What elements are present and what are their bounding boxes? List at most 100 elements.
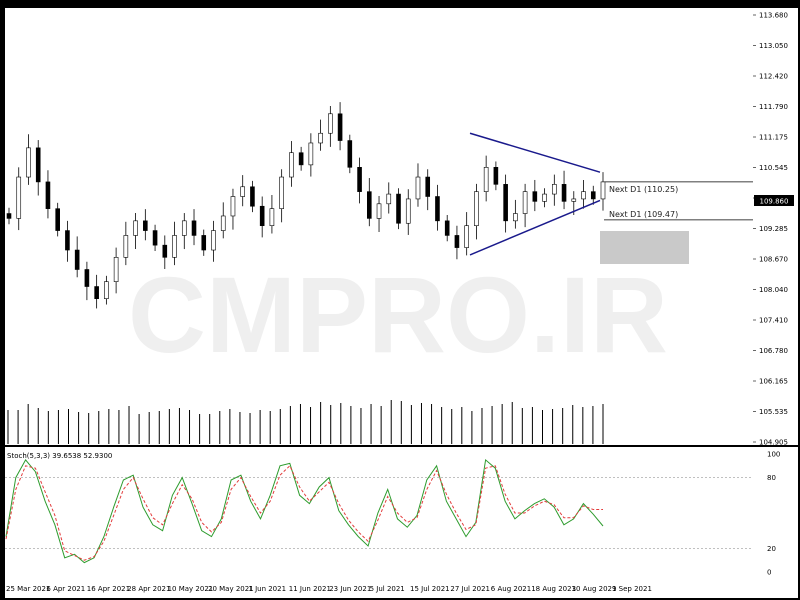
candle-up — [328, 113, 333, 134]
candle-down — [74, 249, 80, 270]
candle-up — [386, 193, 392, 205]
candlestick-series — [6, 102, 606, 309]
level-label: Next D1 (109.47) — [609, 210, 678, 219]
candle-down — [357, 167, 362, 192]
candle-down — [503, 184, 508, 222]
candle-down — [493, 167, 499, 185]
price-tick-label: 109.285 — [759, 225, 788, 233]
price-tick-label: 106.780 — [759, 347, 788, 355]
stochastic-title: Stoch(5,3,3) 39.6538 52.9300 — [7, 452, 112, 460]
candle-down — [435, 196, 440, 222]
date-label: 20 May 2021 — [208, 585, 254, 593]
candle-up — [405, 198, 411, 224]
candle-up — [279, 176, 284, 209]
date-label: 28 Apr 2021 — [127, 585, 170, 593]
stoch-tick-label: 80 — [767, 474, 776, 482]
candle-down — [35, 147, 41, 183]
candle-down — [55, 208, 60, 231]
candle-down — [347, 140, 353, 168]
date-label: 23 Jun 2021 — [329, 585, 371, 593]
price-tick-label: 111.790 — [759, 103, 788, 111]
candle-up — [240, 186, 246, 197]
candle-down — [201, 235, 207, 251]
candle-up — [522, 191, 528, 214]
candle-up — [474, 191, 479, 227]
stoch-main-line — [5, 458, 604, 564]
candle-up — [104, 281, 109, 299]
candle-down — [84, 269, 90, 287]
date-label: 11 Jun 2021 — [289, 585, 331, 593]
date-label: 15 Jul 2021 — [410, 585, 450, 593]
price-tick-label: 110.545 — [759, 164, 788, 172]
candle-down — [65, 230, 70, 251]
horizontal-levels: Next D1 (110.25) Next D1 (109.47) — [604, 181, 753, 221]
candle-up — [211, 230, 216, 251]
candle-up — [542, 193, 547, 202]
candle-down — [444, 220, 450, 236]
candle-up — [289, 152, 294, 178]
date-label: 1 Jun 2021 — [248, 585, 286, 593]
candle-up — [552, 184, 557, 195]
candle-down — [337, 113, 343, 141]
price-tick-label: 107.410 — [759, 317, 788, 325]
candle-down — [6, 213, 12, 219]
candle-up — [123, 235, 129, 258]
current-price-label: 109.860 — [760, 198, 789, 206]
candle-down — [366, 191, 372, 219]
stochastic-panel[interactable] — [5, 447, 753, 580]
candle-up — [600, 181, 606, 200]
stoch-tick-label: 20 — [767, 545, 776, 553]
date-label: 10 May 2021 — [168, 585, 214, 593]
candle-up — [581, 191, 586, 200]
candle-down — [454, 235, 460, 248]
candle-up — [269, 208, 275, 227]
candle-up — [113, 257, 119, 282]
candle-up — [26, 147, 31, 178]
price-axis — [753, 8, 798, 445]
triangle-upper-line — [469, 132, 601, 173]
candle-up — [181, 220, 187, 236]
candle-down — [152, 230, 158, 246]
candle-down — [561, 184, 567, 202]
date-label: 30 Aug 2021 — [572, 585, 617, 593]
price-tick-label: 106.165 — [759, 378, 788, 386]
price-tick-label: 112.420 — [759, 73, 788, 81]
date-label: 16 Apr 2021 — [87, 585, 130, 593]
candle-up — [376, 203, 382, 219]
date-label: 18 Aug 2021 — [531, 585, 576, 593]
time-axis — [5, 580, 798, 598]
candle-down — [143, 220, 148, 231]
triangle-pattern — [469, 132, 601, 256]
candle-down — [298, 152, 304, 166]
candle-down — [45, 181, 51, 209]
date-label: 5 Jul 2021 — [370, 585, 405, 593]
level-label: Next D1 (110.25) — [609, 185, 678, 194]
price-tick-label: 105.535 — [759, 408, 788, 416]
date-label: 25 Mar 2021 — [6, 585, 50, 593]
stochastic-series — [5, 458, 753, 564]
price-tick-label: 108.670 — [759, 256, 788, 264]
price-tick-label: 108.040 — [759, 286, 788, 294]
candle-up — [571, 198, 577, 202]
volume-series — [7, 400, 604, 444]
date-label: 27 Jul 2021 — [450, 585, 490, 593]
shaded-box — [600, 231, 689, 264]
stoch-tick-label: 0 — [767, 569, 771, 577]
date-label: 6 Aug 2021 — [491, 585, 531, 593]
candle-up — [230, 196, 236, 217]
candle-up — [464, 225, 469, 248]
stoch-tick-label: 100 — [767, 451, 780, 459]
candle-down — [396, 193, 401, 224]
candle-up — [220, 215, 226, 231]
candle-up — [172, 235, 177, 258]
candle-down — [532, 191, 538, 202]
candle-down — [425, 176, 431, 197]
candle-down — [162, 244, 168, 258]
price-tick-label: 113.050 — [759, 42, 788, 50]
price-tick-label: 113.680 — [759, 12, 788, 20]
candle-down — [590, 191, 596, 200]
candle-up — [415, 176, 421, 200]
stoch-signal-line — [5, 464, 603, 561]
